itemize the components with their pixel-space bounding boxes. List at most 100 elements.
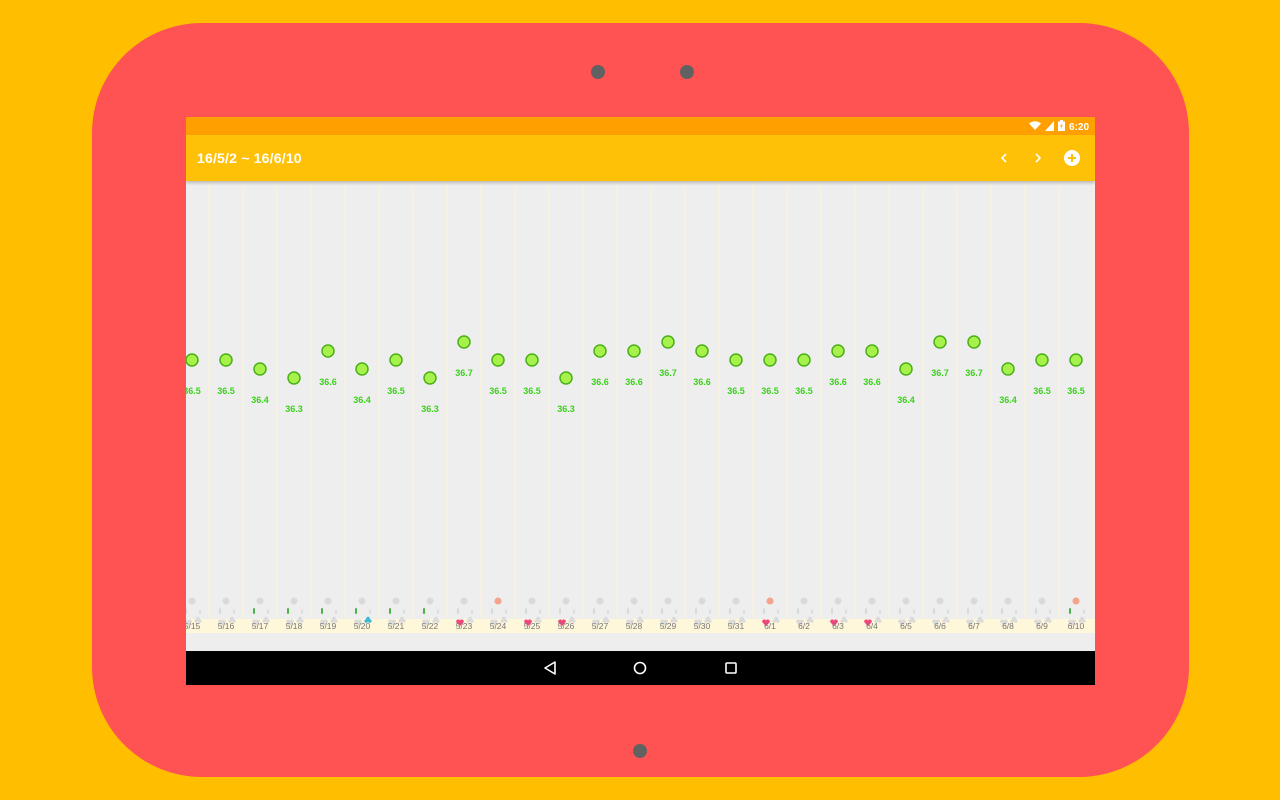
status-dot [290,597,298,605]
club-icon [874,619,878,623]
temperature-label: 36.6 [863,377,881,387]
drop-icon [232,609,236,614]
pill-icon [355,608,357,614]
drop-icon [776,609,780,614]
pill-icon [661,608,663,614]
club-icon [672,616,676,621]
date-tick-label: 5/24 [490,621,507,631]
temperature-label: 36.7 [965,368,983,378]
date-tick-label: 6/5 [900,621,912,631]
temperature-point [831,344,845,358]
heart-icon [966,619,974,626]
club-icon [504,619,508,623]
next-range-button[interactable] [1026,146,1050,170]
club-icon [534,619,538,623]
temperature-point [1001,362,1015,376]
temperature-label: 36.5 [1067,386,1085,396]
temperature-label: 36.6 [591,377,609,387]
pill-icon [253,608,255,614]
club-icon [366,616,370,621]
drop-icon [334,609,338,614]
status-dot [494,597,502,605]
nav-recents-button[interactable] [719,656,743,680]
club-icon [602,619,606,623]
club-icon [296,619,300,623]
club-icon [706,616,710,621]
back-icon [544,661,556,675]
temperature-label: 36.4 [897,395,915,405]
pill-icon [1001,608,1003,614]
date-tick-label: 5/19 [320,621,337,631]
status-dot [188,597,196,605]
club-icon [1012,616,1016,621]
club-icon [674,619,678,623]
temperature-point [627,344,641,358]
club-icon [772,619,776,623]
club-icon [1046,616,1050,621]
status-dot [766,597,774,605]
temperature-label: 36.5 [795,386,813,396]
temperature-label: 36.7 [931,368,949,378]
temperature-point [355,362,369,376]
temperature-chart: 36.5 5/15 36.5 5/16 36.4 5/17 36.3 5/18 36.6 5/19… [186,181,1095,633]
date-tick-label: 5/18 [286,621,303,631]
drop-icon [198,609,202,614]
club-icon [400,616,404,621]
nav-home-button[interactable] [628,656,652,680]
drop-icon [470,609,474,614]
drop-icon [912,609,916,614]
club-icon [1048,619,1052,623]
club-icon [636,619,640,623]
status-dot [256,597,264,605]
pill-icon [627,608,629,614]
battery-charging-icon [1057,120,1065,134]
status-time: 6:20 [1068,121,1089,133]
date-tick-label: 6/2 [798,621,810,631]
club-icon [570,616,574,621]
status-dot [392,597,400,605]
club-icon [398,619,402,623]
pill-icon [967,608,969,614]
club-icon [842,616,846,621]
temperature-point [967,335,981,349]
app-bar: 16/5/2 ~ 16/6/10 [186,135,1095,181]
temperature-point [525,353,539,367]
nav-back-button[interactable] [538,656,562,680]
club-icon [500,619,505,623]
drop-icon [1048,609,1052,614]
chart-canvas: 36.5 5/15 36.5 5/16 36.4 5/17 36.3 5/18 36.6 5/19… [186,181,1095,633]
club-icon [198,619,202,623]
device-screen: 6:20 16/5/2 ~ 16/6/10 36.55/1536.55/1636… [186,117,1095,685]
temperature-point [865,344,879,358]
temperature-point [593,344,607,358]
date-tick-label: 5/27 [592,621,609,631]
temperature-label: 36.6 [319,377,337,387]
previous-range-button[interactable] [992,146,1016,170]
pill-icon [389,608,391,614]
temperature-label: 36.5 [727,386,745,396]
club-icon [572,619,576,623]
drop-icon [538,609,542,614]
date-tick-label: 5/17 [252,621,269,631]
heart-icon [592,619,600,626]
club-icon [436,619,440,623]
temperature-label: 36.6 [829,377,847,387]
status-dot [834,597,842,605]
heart-icon [796,619,804,626]
temperature-point [186,353,199,367]
date-tick-label: 5/20 [354,621,371,631]
date-tick-label: 5/21 [388,621,405,631]
club-icon [230,616,234,621]
heart-icon [762,619,770,626]
club-icon [604,616,608,621]
temperature-point [1069,353,1083,367]
add-entry-button[interactable] [1060,146,1084,170]
temperature-point [491,353,505,367]
club-icon [364,619,368,623]
pill-icon [933,608,935,614]
pill-icon [1069,608,1071,614]
date-tick-label: 6/6 [934,621,946,631]
club-icon [742,619,746,623]
temperature-point [321,344,335,358]
temperature-point [797,353,811,367]
